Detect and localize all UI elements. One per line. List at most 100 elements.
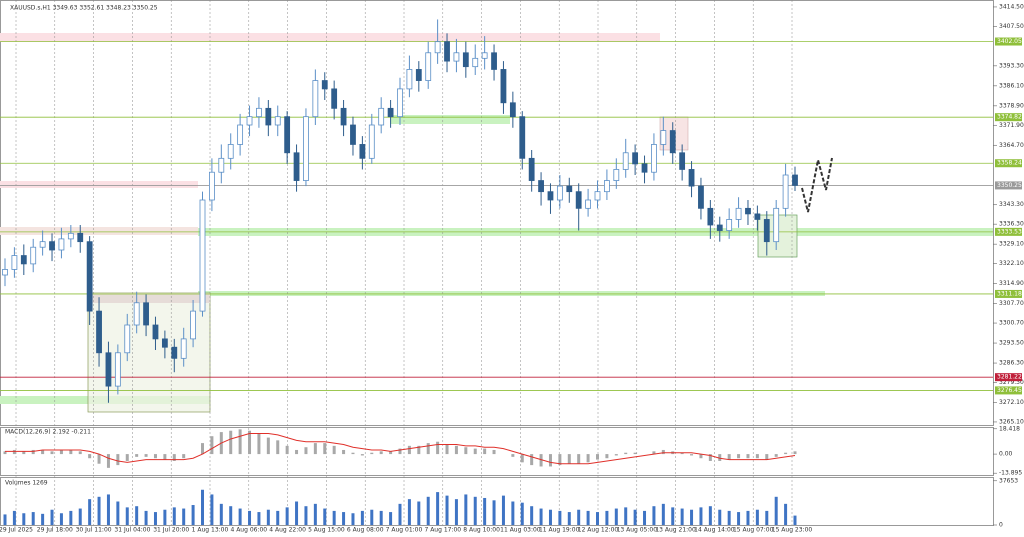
volume-bar [661,503,665,525]
volume-bar [671,507,675,525]
volume-bar [774,496,778,525]
macd-bar [793,451,797,455]
volume-bar [426,496,430,525]
volume-bar [257,512,261,525]
volume-bar [285,507,289,525]
candle-body [651,144,657,173]
macd-bar [520,454,524,463]
volume-bar [530,506,534,525]
y-tick-label: 18.418 [999,425,1020,432]
x-tick-label: 12 Aug 12:00 [578,527,619,534]
volume-panel [0,477,994,526]
macd-bar [699,454,703,459]
macd-bar [417,445,421,455]
candle-body [538,180,544,193]
candle-body [293,152,300,181]
y-tick-label: 37653 [999,477,1018,484]
y-tick-label: 3329.10 [999,241,1024,248]
y-tick-label: 3265.10 [999,418,1024,425]
y-tick-label: 0 [999,522,1003,529]
candle-body [359,144,366,159]
volume-bar [511,501,515,525]
macd-bar [41,449,45,455]
y-tick-label: 3414.50 [999,3,1024,10]
level-tag [995,227,1022,236]
volume-bar [172,507,176,525]
x-tick-label: 11 Aug 03:00 [500,527,541,534]
candle-body [114,352,121,387]
volume-bar [50,509,54,525]
resistance-zone [0,181,198,188]
macd-bar [248,430,252,455]
macd-bar [78,451,82,455]
macd-bar [106,454,110,468]
macd-panel [0,427,994,476]
macd-bar [351,452,355,455]
macd-bar [323,443,327,455]
macd-bar [407,445,411,455]
macd-signal [5,432,796,465]
volume-bar [548,509,552,525]
volume-bar [3,514,7,525]
y-tick-label: 3307.70 [999,300,1024,307]
candle-body [161,338,168,348]
volume-label: Volumes 1269 [5,480,48,487]
macd-bar [661,449,665,455]
volume-bar [12,510,16,525]
macd-bar [511,454,515,457]
macd-bar [624,452,628,455]
macd-bar [539,454,543,467]
candle-body [735,207,742,220]
level-label: 3402.05 [997,38,1022,45]
candle-body [547,191,554,201]
volume-bar [793,515,797,525]
volume-bar [248,510,252,525]
candle-body [745,207,751,215]
candle-body [246,116,253,126]
y-tick-label: 0.00 [999,451,1013,458]
macd-bar [784,452,788,455]
volume-bar [596,512,599,525]
level-tag [995,386,1022,395]
volume-bar [755,509,759,525]
candle-body [453,52,460,62]
x-tick-label: 13 Aug 05:00 [617,527,658,534]
candle-body [415,69,422,81]
macd-bar [577,454,581,464]
volume-bar [69,510,73,525]
level-tag [995,373,1022,382]
volume-bar [295,501,299,525]
level-label: 3311.18 [997,290,1022,297]
volume-bar [351,513,355,525]
y-tick-label: -13.895 [999,470,1022,477]
macd-bar [88,454,92,459]
candle-body [679,152,686,170]
candle-body [613,169,620,181]
y-tick-label: 3407.50 [999,23,1024,30]
volume-bar [483,497,487,525]
macd-bar [680,452,684,455]
macd-bar [690,454,694,456]
volume-bar [153,512,157,525]
candle-body [180,338,187,359]
macd-bar [614,454,618,456]
volume-bar [210,494,214,525]
candle-body [716,224,723,231]
x-tick-label: 31 Jul 04:00 [114,527,150,534]
volume-bar [577,509,581,525]
candle-body [434,41,441,54]
volume-bar [191,505,195,525]
x-tick-label: 1 Aug 13:00 [192,527,229,534]
candle-body [425,52,432,81]
macd-bar [426,443,430,455]
candle-body [133,302,140,326]
candle-body [77,232,84,243]
candle-body [406,69,413,90]
volume-bar [144,510,148,525]
macd-bar [144,454,148,457]
macd-bar [765,454,769,460]
volume-bar [784,503,788,525]
y-tick-label: 3378.90 [999,102,1024,109]
candle-body [378,107,385,126]
candle-body [321,80,328,90]
